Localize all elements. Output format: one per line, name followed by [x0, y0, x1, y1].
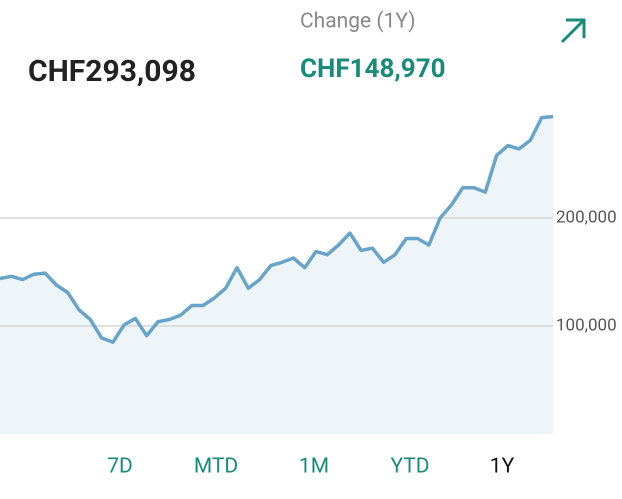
change-value: CHF148,970 [300, 54, 446, 84]
price-line [0, 114, 554, 344]
trend-arrow-icon [560, 18, 586, 44]
range-tab[interactable]: 7D [107, 455, 133, 479]
range-tabs: 7D MTD 1M YTD 1Y [107, 455, 514, 479]
area [0, 116, 553, 434]
range-tab[interactable]: YTD [390, 455, 429, 479]
total-value: CHF293,098 [28, 54, 196, 89]
range-tab[interactable]: MTD [194, 455, 238, 479]
change-label: Change (1Y) [300, 10, 416, 34]
range-tab[interactable]: 1M [299, 455, 329, 479]
range-tab[interactable]: 1Y [490, 455, 515, 479]
chart: 100,000 200,000 [0, 114, 617, 434]
y-tick-label: 200,000 [556, 207, 617, 227]
y-tick-label: 100,000 [556, 315, 617, 335]
